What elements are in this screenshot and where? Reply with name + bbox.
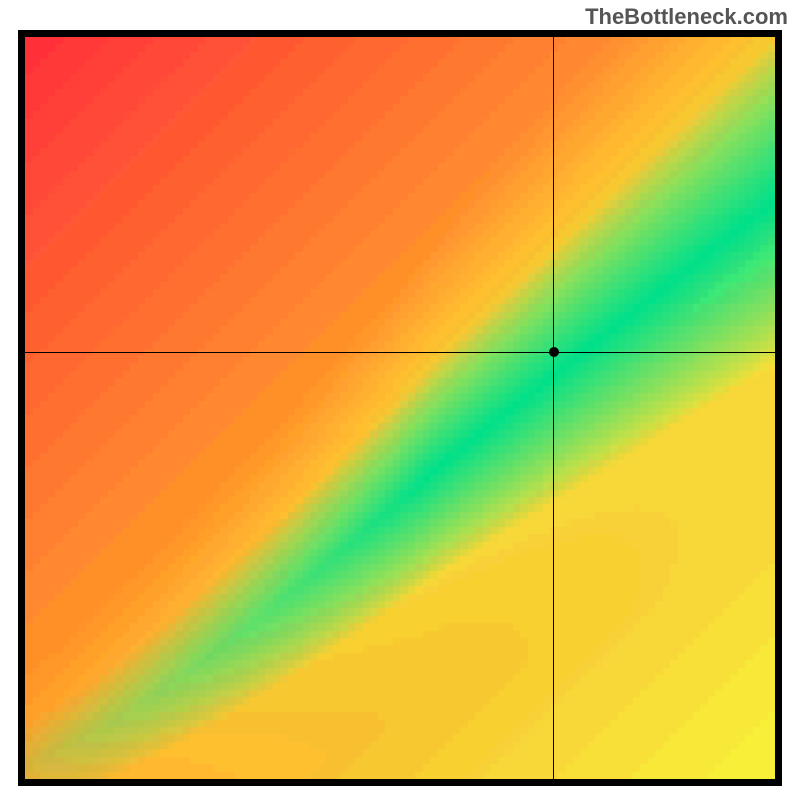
crosshair-horizontal bbox=[25, 352, 775, 353]
watermark-text: TheBottleneck.com bbox=[585, 4, 788, 30]
crosshair-vertical bbox=[553, 37, 554, 779]
plot-frame bbox=[18, 30, 782, 786]
